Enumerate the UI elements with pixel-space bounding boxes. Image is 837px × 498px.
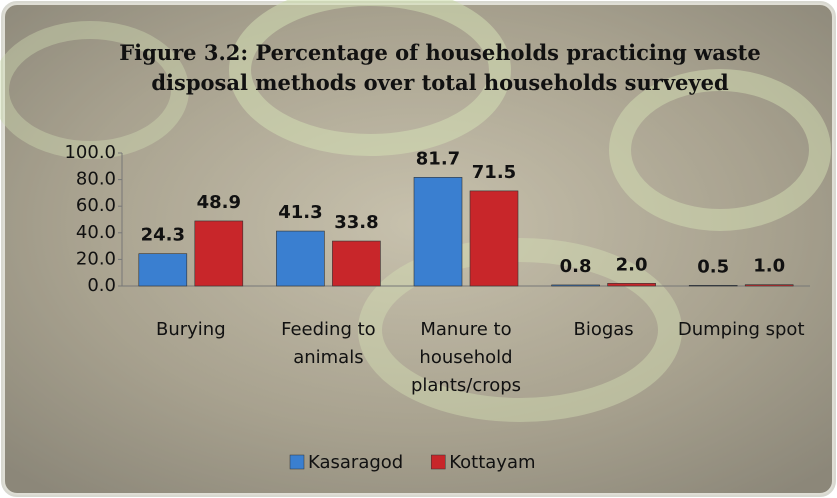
legend-swatch	[430, 454, 446, 470]
bar	[194, 220, 244, 287]
value-label: 24.3	[141, 225, 185, 246]
value-label: 71.5	[472, 162, 516, 183]
y-tick-label: 60.0	[76, 195, 116, 216]
y-tick-label: 80.0	[76, 169, 116, 190]
legend-label: Kasaragod	[308, 452, 403, 473]
bar	[413, 177, 463, 287]
chart-title: Figure 3.2: Percentage of households pra…	[119, 40, 761, 95]
decor	[229, 0, 511, 156]
value-label: 0.8	[560, 256, 592, 277]
x-tick-label: Dumping spot	[677, 319, 805, 340]
decor	[609, 69, 831, 231]
bar	[276, 230, 325, 287]
value-label: 48.9	[197, 192, 241, 213]
decor	[358, 238, 682, 422]
bar	[551, 284, 600, 287]
value-label: 2.0	[616, 254, 648, 275]
value-label: 41.3	[278, 202, 322, 223]
bar	[688, 285, 738, 287]
value-label: 0.5	[697, 256, 729, 277]
bar	[469, 190, 519, 287]
x-tick-label: Manure to household plants/crops	[410, 319, 522, 396]
value-label: 1.0	[753, 256, 785, 277]
x-tick-label: Feeding to animals	[281, 319, 376, 368]
value-label: 81.7	[416, 148, 460, 169]
bar	[332, 240, 381, 287]
y-tick-label: 0.0	[87, 275, 116, 296]
bar	[744, 284, 794, 287]
value-label: 33.8	[334, 212, 378, 233]
y-tick-label: 100.0	[64, 142, 116, 163]
legend-swatch	[289, 454, 305, 470]
bar	[138, 253, 188, 287]
x-tick-label: Biogas	[573, 319, 634, 340]
x-tick-label: Burying	[155, 319, 226, 340]
y-tick-label: 20.0	[76, 248, 116, 269]
decor	[0, 21, 189, 159]
bar	[607, 283, 656, 287]
legend-label: Kottayam	[449, 452, 535, 473]
y-tick-label: 40.0	[76, 222, 116, 243]
